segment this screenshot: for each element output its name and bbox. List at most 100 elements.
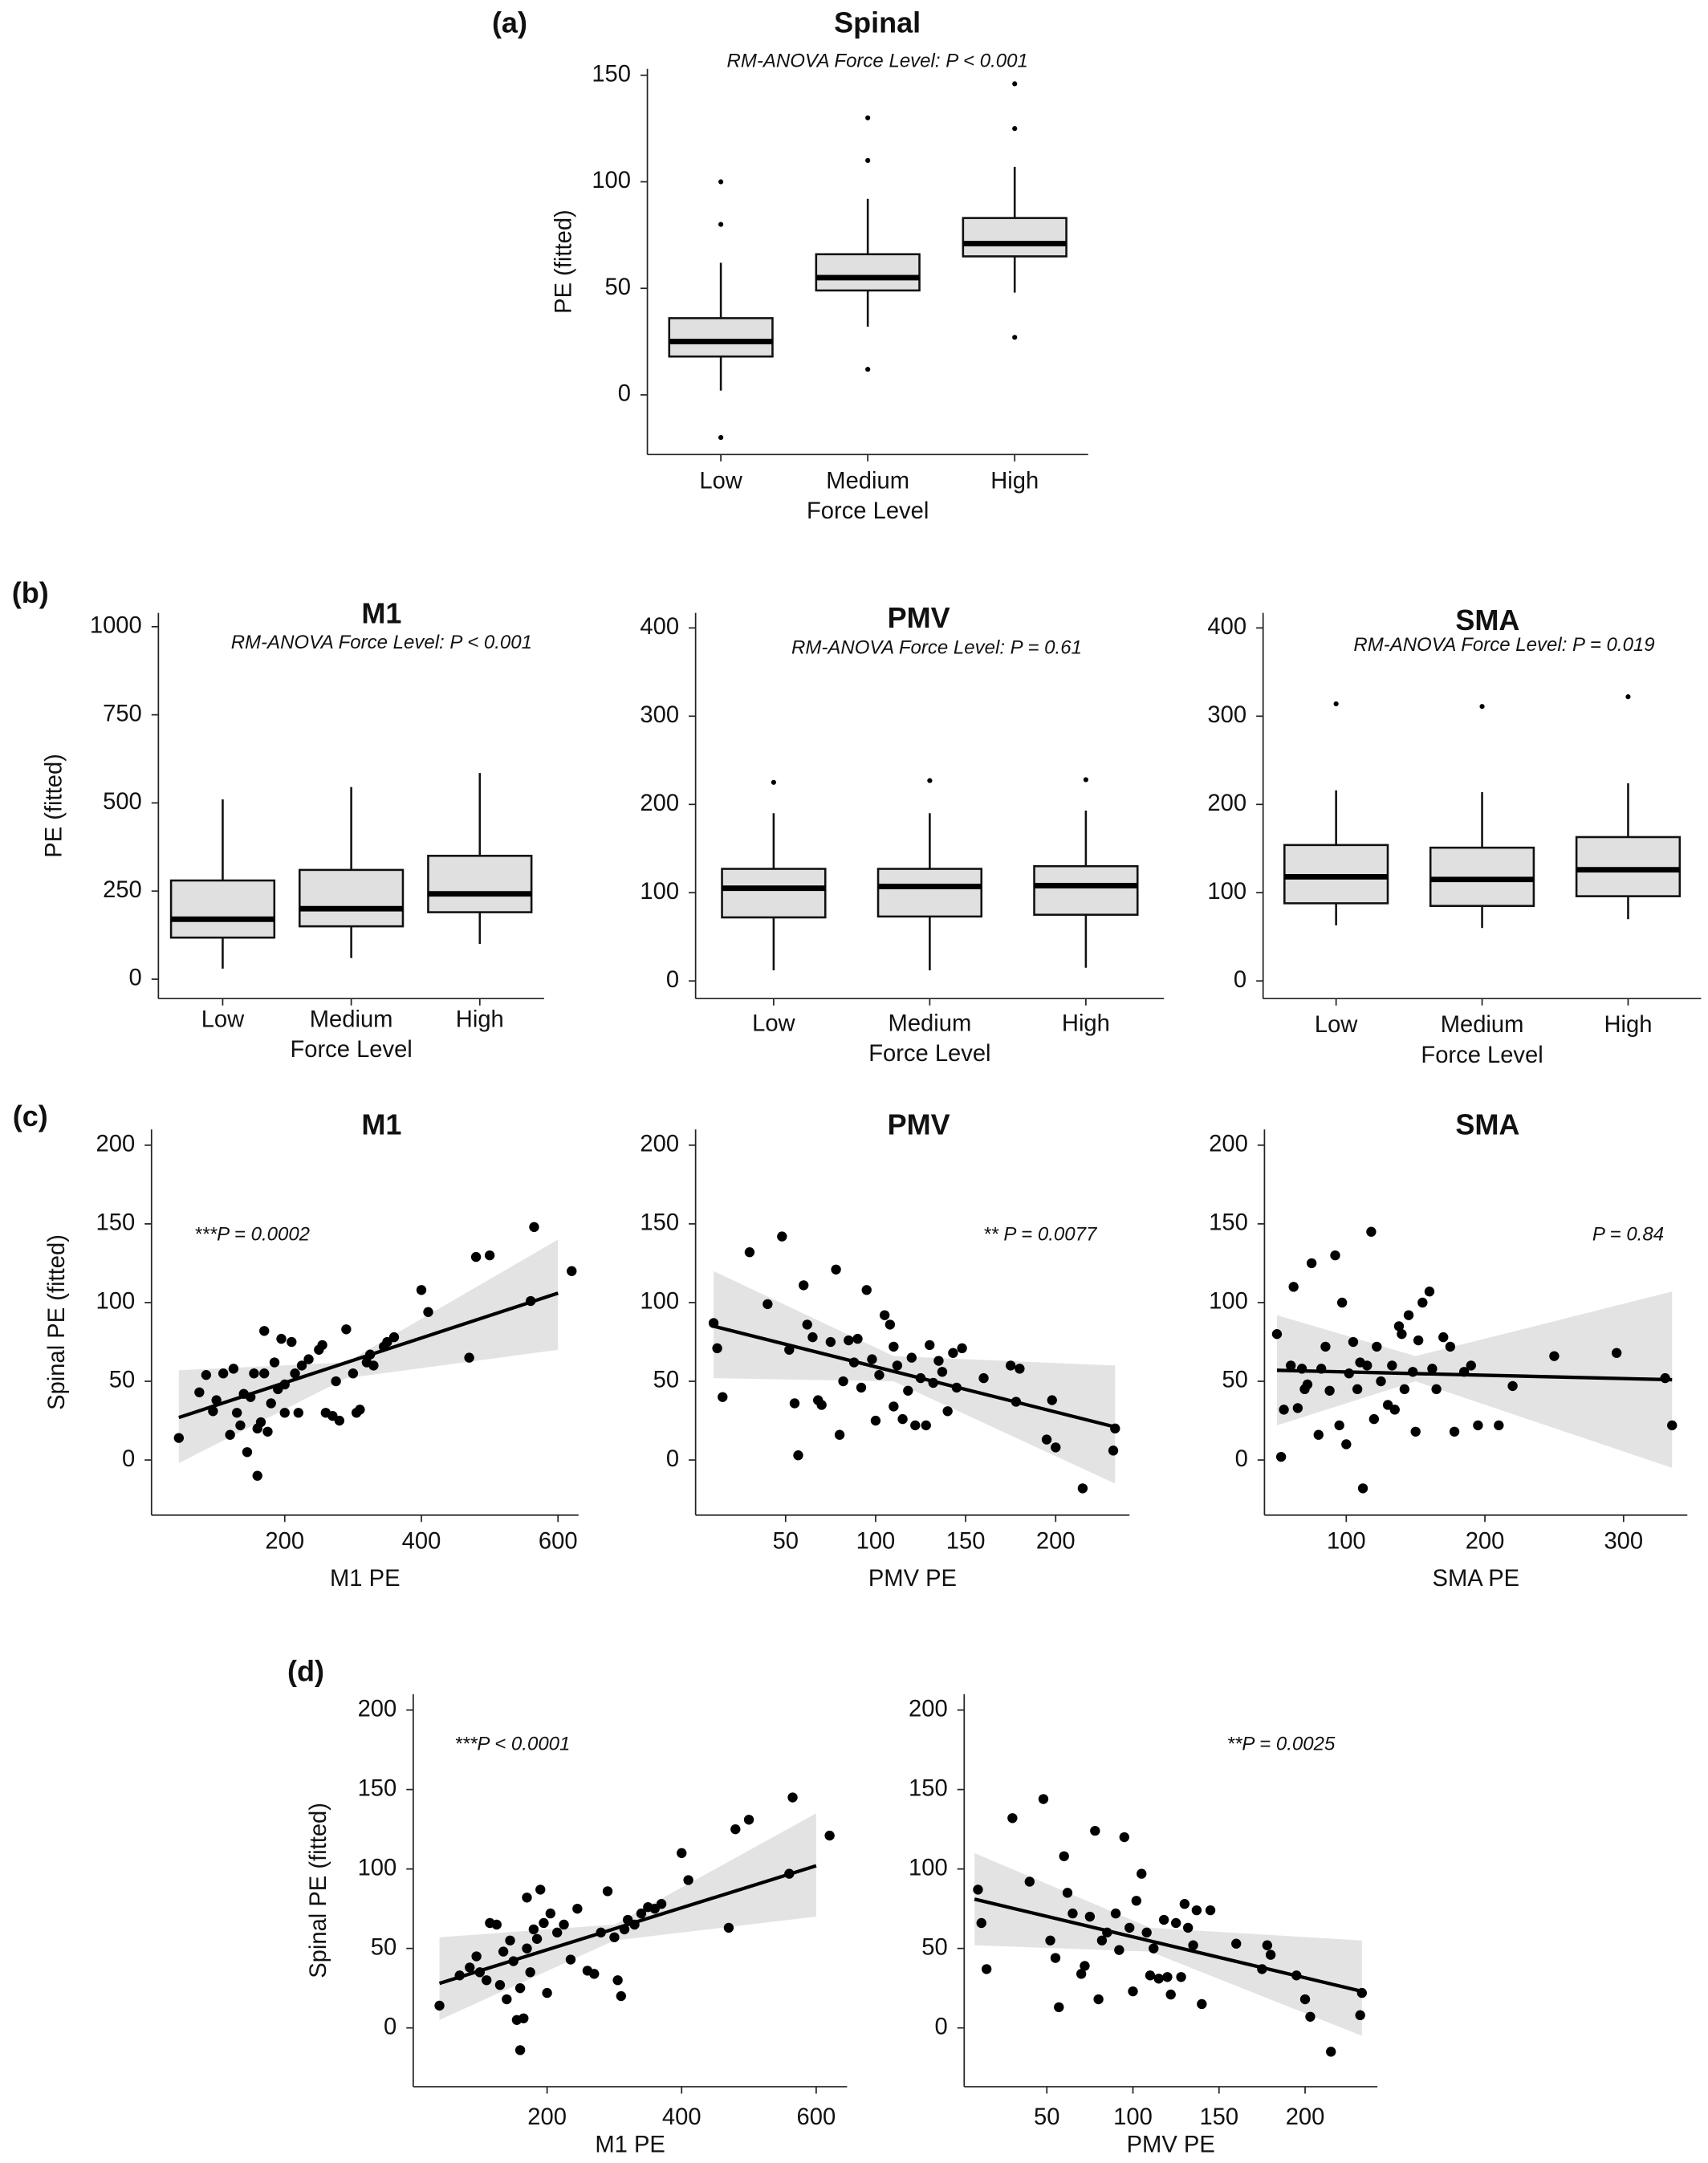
y-tick-label: 150: [1209, 1210, 1248, 1236]
point: [1372, 1341, 1382, 1352]
point: [173, 1433, 185, 1443]
y-tick-label: 150: [640, 1210, 679, 1236]
point: [249, 1368, 259, 1379]
subtitle: RM-ANOVA Force Level: P < 0.001: [231, 632, 532, 653]
y-tick-label: 0: [934, 2014, 947, 2039]
y-tick-label: 50: [1222, 1368, 1247, 1393]
box: [169, 879, 276, 939]
point: [723, 1922, 734, 1933]
point: [317, 1340, 327, 1351]
point: [331, 1376, 341, 1387]
point: [1279, 1405, 1289, 1415]
point: [1348, 1336, 1359, 1348]
point: [1093, 1994, 1104, 2005]
point: [1084, 1911, 1096, 1922]
point: [885, 1319, 896, 1330]
outlier: [771, 779, 776, 785]
point: [559, 1919, 569, 1930]
chart-title: M1: [361, 597, 401, 630]
x-axis-label: M1 PE: [595, 2132, 665, 2157]
point: [514, 1982, 526, 1994]
point: [266, 1398, 276, 1409]
point: [856, 1382, 867, 1393]
x-axis-label: Force Level: [1421, 1043, 1543, 1068]
point: [1265, 1950, 1276, 1960]
point: [279, 1408, 290, 1418]
point: [879, 1310, 890, 1320]
point: [1047, 1395, 1057, 1405]
point: [589, 1969, 600, 1979]
point: [1162, 1972, 1173, 1982]
x-tick-label: Medium: [1441, 1012, 1524, 1038]
outlier: [1625, 694, 1631, 700]
box: [876, 868, 983, 918]
point: [910, 1420, 921, 1431]
box: [668, 317, 774, 358]
point: [1288, 1282, 1299, 1292]
x-axis-label: PMV PE: [1127, 2132, 1215, 2157]
point: [867, 1354, 877, 1364]
point: [522, 1893, 532, 1903]
point: [981, 1964, 992, 1974]
y-tick-label: 400: [1207, 614, 1246, 640]
point: [1403, 1310, 1414, 1320]
x-tick-label: Medium: [826, 468, 909, 494]
point: [1179, 1899, 1190, 1909]
point: [612, 1975, 623, 1986]
point: [255, 1417, 266, 1428]
point: [937, 1367, 948, 1377]
y-tick-label: 0: [666, 1446, 679, 1472]
point: [259, 1326, 270, 1336]
y-tick-label: 150: [909, 1775, 948, 1801]
y-tick-label: 300: [640, 702, 679, 728]
y-tick-label: 0: [129, 966, 142, 991]
outlier: [1012, 81, 1018, 87]
point: [1038, 1794, 1049, 1804]
point: [1368, 1413, 1380, 1425]
x-tick-label: 150: [1199, 2104, 1238, 2130]
point: [542, 1987, 552, 1998]
x-tick-label: Medium: [889, 1010, 972, 1036]
chart-title: PMV: [888, 1108, 950, 1140]
point: [287, 1336, 297, 1348]
point: [269, 1357, 280, 1368]
point: [1145, 1970, 1156, 1981]
point: [1299, 1994, 1311, 2005]
outlier: [718, 434, 724, 441]
y-tick-label: 200: [640, 1132, 679, 1157]
x-axis-label: Force Level: [290, 1037, 412, 1063]
point: [1352, 1384, 1363, 1395]
point: [296, 1360, 307, 1371]
subtitle: RM-ANOVA Force Level: P = 0.019: [1353, 634, 1654, 656]
y-tick-label: 100: [1207, 879, 1246, 905]
y-tick-label: 300: [1207, 702, 1246, 728]
point: [348, 1368, 359, 1379]
x-tick-label: High: [456, 1006, 504, 1032]
point: [1320, 1341, 1331, 1352]
point: [535, 1884, 546, 1895]
y-tick-label: 50: [921, 1934, 947, 1960]
point: [957, 1343, 967, 1354]
y-tick-label: 100: [592, 168, 631, 193]
fit-line: [438, 1864, 817, 1986]
point: [235, 1420, 246, 1431]
y-tick-label: 100: [358, 1855, 397, 1880]
y-tick-label: 200: [909, 1696, 948, 1722]
point: [1006, 1360, 1016, 1371]
point: [525, 1967, 535, 1978]
point: [470, 1251, 482, 1262]
x-tick-label: 200: [1036, 1529, 1076, 1555]
point: [567, 1266, 577, 1276]
point: [903, 1385, 913, 1396]
point: [1376, 1376, 1386, 1387]
point: [484, 1250, 495, 1261]
outlier: [865, 157, 871, 164]
y-tick-label: 100: [640, 1289, 679, 1315]
subtitle: RM-ANOVA Force Level: P < 0.001: [727, 51, 1028, 72]
outlier: [865, 115, 871, 120]
point: [1114, 1945, 1124, 1955]
point: [889, 1401, 899, 1412]
point: [1076, 1969, 1087, 1979]
point: [609, 1932, 620, 1942]
point: [494, 1980, 506, 1990]
